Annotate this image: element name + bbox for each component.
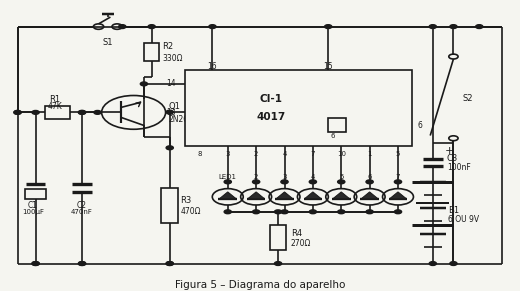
Circle shape	[281, 210, 288, 214]
Bar	[45, 106, 70, 118]
Text: CI-1: CI-1	[260, 94, 283, 104]
Circle shape	[337, 210, 345, 214]
Text: 7: 7	[310, 150, 315, 157]
Text: 100nF: 100nF	[447, 164, 471, 173]
Text: R3: R3	[180, 196, 192, 205]
Circle shape	[309, 180, 317, 184]
Circle shape	[14, 111, 21, 114]
Text: 470Ω: 470Ω	[180, 207, 201, 216]
Circle shape	[309, 210, 317, 214]
Text: 2N2646: 2N2646	[168, 115, 198, 124]
Text: R2: R2	[162, 42, 173, 51]
Text: 270Ω: 270Ω	[291, 239, 311, 248]
Text: R1: R1	[49, 95, 60, 104]
Text: Figura 5 – Diagrama do aparelho: Figura 5 – Diagrama do aparelho	[175, 280, 345, 290]
Text: 6: 6	[367, 174, 372, 180]
Polygon shape	[304, 192, 321, 199]
Circle shape	[476, 25, 483, 29]
Bar	[25, 189, 46, 199]
Bar	[270, 226, 286, 250]
Text: 8: 8	[197, 150, 202, 157]
Circle shape	[224, 210, 231, 214]
Circle shape	[32, 262, 39, 265]
Text: S2: S2	[463, 94, 473, 103]
Circle shape	[394, 210, 401, 214]
Circle shape	[79, 111, 86, 114]
Text: 330Ω: 330Ω	[162, 54, 183, 63]
Circle shape	[429, 262, 436, 265]
Circle shape	[450, 262, 457, 265]
Text: S1: S1	[102, 38, 113, 47]
Circle shape	[281, 180, 288, 184]
Text: Q1: Q1	[168, 102, 180, 111]
Text: 6: 6	[418, 120, 422, 129]
Circle shape	[366, 180, 373, 184]
Bar	[185, 70, 412, 146]
Text: 5: 5	[396, 150, 400, 157]
Text: 7: 7	[396, 174, 400, 180]
Polygon shape	[276, 192, 293, 199]
Circle shape	[253, 180, 260, 184]
Circle shape	[253, 210, 260, 214]
Text: LED1: LED1	[219, 174, 237, 180]
Polygon shape	[333, 192, 350, 199]
Text: 13: 13	[166, 108, 176, 117]
Text: R4: R4	[291, 229, 302, 238]
Text: 4: 4	[310, 174, 315, 180]
Circle shape	[79, 111, 86, 114]
Circle shape	[166, 262, 173, 265]
Text: 47K: 47K	[48, 102, 62, 111]
Circle shape	[166, 146, 173, 150]
Circle shape	[140, 82, 148, 86]
Circle shape	[79, 262, 86, 265]
Circle shape	[337, 180, 345, 184]
Circle shape	[275, 262, 282, 265]
Circle shape	[394, 180, 401, 184]
Circle shape	[450, 25, 457, 29]
Bar	[162, 188, 178, 223]
Circle shape	[429, 25, 436, 29]
Circle shape	[209, 25, 216, 29]
Text: 2: 2	[254, 150, 258, 157]
Text: C1: C1	[28, 201, 38, 210]
Text: 6: 6	[331, 133, 335, 139]
Text: 15: 15	[323, 62, 333, 71]
Bar	[328, 118, 346, 132]
Circle shape	[148, 25, 155, 29]
Text: 5: 5	[339, 174, 343, 180]
Text: 3: 3	[282, 174, 287, 180]
Text: 10: 10	[337, 150, 346, 157]
Text: 3: 3	[226, 150, 230, 157]
Text: B1: B1	[448, 206, 459, 215]
Bar	[144, 43, 160, 61]
Polygon shape	[219, 192, 236, 199]
Text: C3: C3	[447, 154, 458, 163]
Text: 100μF: 100μF	[22, 210, 44, 215]
Polygon shape	[389, 192, 407, 199]
Circle shape	[119, 25, 126, 29]
Circle shape	[324, 25, 332, 29]
Circle shape	[32, 262, 39, 265]
Text: 1: 1	[367, 150, 372, 157]
Polygon shape	[248, 192, 265, 199]
Text: 2: 2	[254, 174, 258, 180]
Text: 6 OU 9V: 6 OU 9V	[448, 215, 479, 224]
Circle shape	[14, 111, 21, 114]
Text: 16: 16	[207, 62, 217, 71]
Text: 4: 4	[282, 150, 287, 157]
Circle shape	[166, 262, 173, 265]
Circle shape	[275, 210, 282, 214]
Circle shape	[224, 180, 231, 184]
Text: C2: C2	[77, 201, 87, 210]
Text: 14: 14	[166, 79, 176, 88]
Circle shape	[79, 262, 86, 265]
Text: +: +	[445, 146, 454, 156]
Text: 4017: 4017	[257, 112, 286, 123]
Polygon shape	[361, 192, 378, 199]
Circle shape	[366, 210, 373, 214]
Text: 470nF: 470nF	[71, 210, 93, 215]
Circle shape	[166, 110, 173, 114]
Circle shape	[94, 111, 101, 114]
Circle shape	[32, 111, 39, 114]
